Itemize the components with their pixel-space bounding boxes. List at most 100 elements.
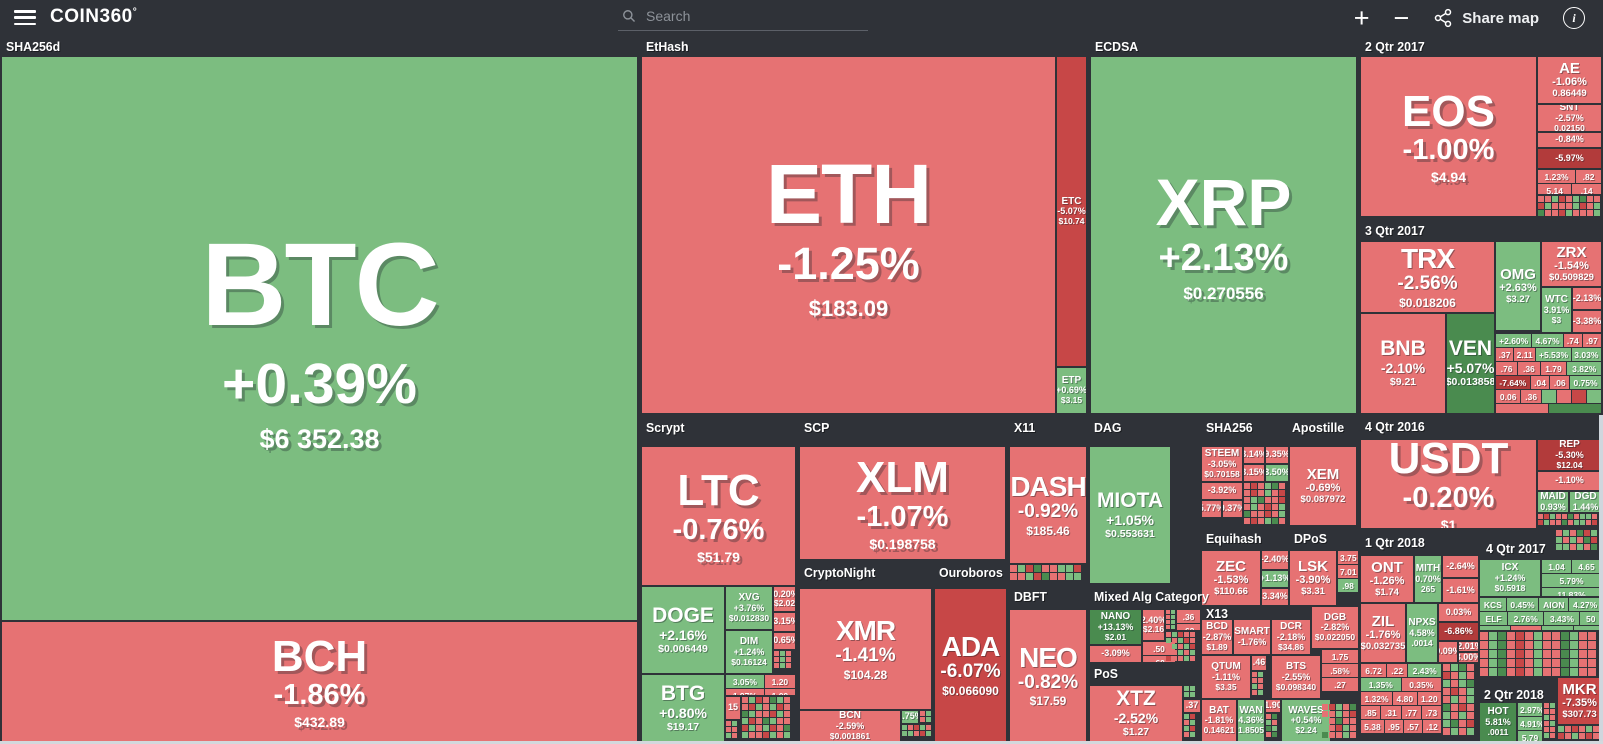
micro-tile[interactable]: 0.33% xyxy=(1511,626,1542,630)
micro-tile[interactable]: 3.34% xyxy=(1480,626,1511,630)
mosaic-tiles[interactable] xyxy=(1556,530,1601,554)
micro-tile[interactable]: 2.97% xyxy=(1518,703,1542,716)
micro-tile[interactable]: 7.01 xyxy=(1338,565,1358,578)
tile-qtum[interactable]: QTUM -1.11% $3.35 xyxy=(1202,656,1250,698)
tile-small[interactable]: -2.01% xyxy=(1459,642,1478,651)
tile-zec[interactable]: ZEC -1.53% $110.66 xyxy=(1202,551,1260,605)
tile-maid[interactable]: MAID 0.93% xyxy=(1538,492,1568,512)
micro-tile[interactable]: $1.08 xyxy=(1573,626,1601,630)
tile-small[interactable]: 15 xyxy=(726,697,740,719)
micro-tile[interactable]: 2.43% xyxy=(1408,664,1441,677)
micro-tile[interactable]: 1.20 xyxy=(1417,692,1441,705)
micro-tile[interactable]: .95 xyxy=(1384,720,1403,733)
micro-tile[interactable]: 2.11 xyxy=(1514,348,1536,361)
mosaic-tiles[interactable] xyxy=(1166,632,1200,662)
micro-tile[interactable] xyxy=(1542,390,1556,403)
tile-dcr[interactable]: DCR -2.18% $34.86 xyxy=(1272,620,1310,654)
micro-tile[interactable]: 1.97% xyxy=(726,689,764,695)
tile-btc[interactable]: BTC +0.39% $6 352.38 xyxy=(2,57,637,620)
tile-xrp[interactable]: XRP +2.13% $0.270556 xyxy=(1091,57,1356,413)
micro-tile[interactable]: .58% xyxy=(1322,664,1358,677)
mosaic-tiles[interactable] xyxy=(1184,686,1200,698)
tile-small[interactable]: -3.15% xyxy=(774,613,795,631)
micro-tile[interactable]: 3.43% xyxy=(1544,612,1580,625)
micro-tile[interactable]: 2.84% xyxy=(1542,626,1573,630)
app-logo[interactable]: COIN360° xyxy=(50,6,138,27)
search-input[interactable] xyxy=(644,7,868,25)
micro-tile[interactable]: .22 xyxy=(1387,664,1408,677)
tile-lsk[interactable]: LSK -3.90% $3.31 xyxy=(1290,551,1336,605)
micro-tile[interactable]: .06 xyxy=(1550,376,1570,389)
tile-bnb[interactable]: BNB -2.10% $9.21 xyxy=(1361,314,1445,413)
mosaic-tiles[interactable] xyxy=(1010,565,1086,583)
mosaic-tiles[interactable] xyxy=(1252,672,1266,698)
tile-ada[interactable]: ADA -6.07% $0.066090 xyxy=(935,589,1006,741)
micro-tile[interactable]: KCS xyxy=(1480,598,1506,611)
micro-tile[interactable]: .04 xyxy=(1530,376,1550,389)
tile-wtc[interactable]: WTC 3.91% $3 xyxy=(1542,288,1571,332)
tile-etc[interactable]: ETC -5.07% $10.74 xyxy=(1057,57,1086,366)
tile-small[interactable]: -3.09% xyxy=(1090,646,1141,662)
tile-bts[interactable]: BTS -2.55% $0.098340 xyxy=(1272,656,1320,698)
tile-snt[interactable]: SNT -2.57% 0.02150 xyxy=(1538,105,1601,131)
micro-tile[interactable]: .97 xyxy=(1582,334,1601,347)
tile-small[interactable]: -0.20%$2.02 xyxy=(774,587,795,611)
micro-tile[interactable]: 1.00 xyxy=(764,689,795,695)
micro-tile[interactable]: 11.83% xyxy=(1542,588,1601,596)
micro-tile[interactable]: 5.38 xyxy=(1361,720,1384,733)
micro-tile[interactable]: .85 xyxy=(1361,706,1381,719)
micro-tile[interactable]: 1.20 xyxy=(764,675,795,688)
mosaic-tiles[interactable] xyxy=(1322,704,1358,741)
tile-hot[interactable]: HOT 5.81% .0011 xyxy=(1480,703,1516,741)
tile-small[interactable]: -6.86% xyxy=(1439,623,1478,640)
tile-small[interactable]: -1.10% xyxy=(1538,472,1601,490)
micro-tile[interactable]: .27 xyxy=(1322,678,1358,691)
micro-tile[interactable]: 3.03% xyxy=(1571,348,1601,361)
tile-icx[interactable]: ICX +1.24% $0.5918 xyxy=(1480,560,1540,596)
mosaic-tiles[interactable] xyxy=(1244,483,1288,525)
tile-small[interactable]: 5.77% xyxy=(1202,501,1221,517)
tile-xem[interactable]: XEM -0.69% $0.087972 xyxy=(1290,447,1356,525)
tile-smart[interactable]: SMART -1.76% xyxy=(1234,620,1270,654)
tile-small[interactable]: -2.64% xyxy=(1443,556,1478,577)
micro-tile[interactable]: .60 xyxy=(1143,656,1175,662)
tile-ltc[interactable]: LTC -0.76% $51.79 xyxy=(642,447,795,585)
micro-tile[interactable] xyxy=(1549,404,1601,413)
tile-small[interactable]: -5.97% xyxy=(1538,149,1601,168)
tile-small[interactable]: 0.09% xyxy=(1439,642,1457,662)
tile-xtz[interactable]: XTZ -2.52% $1.27 xyxy=(1090,686,1182,741)
info-button[interactable]: i xyxy=(1563,7,1585,29)
micro-tile[interactable]: .57 xyxy=(1403,720,1422,733)
tile-btg[interactable]: BTG +0.80% $19.17 xyxy=(642,675,724,741)
micro-tile[interactable]: 1.32% xyxy=(1361,692,1393,705)
tile-npxs[interactable]: NPXS 4.58% .0014 xyxy=(1407,604,1437,662)
tile-small[interactable]: 3.14% xyxy=(1244,447,1264,463)
tile-nano[interactable]: NANO +13.13% $2.01 xyxy=(1090,610,1141,644)
tile-small[interactable]: 3.50% xyxy=(1266,465,1288,481)
micro-tile[interactable]: .14 xyxy=(1572,184,1601,194)
tile-bch[interactable]: BCH -1.86% $432.89 xyxy=(2,622,637,741)
tile-steem[interactable]: STEEM -3.05% $0.70158 xyxy=(1202,447,1242,481)
tile-usdt[interactable]: USDT -0.20% $1 xyxy=(1361,440,1536,528)
tile-dgb[interactable]: DGB -2.82% $0.022050 xyxy=(1312,607,1358,648)
micro-tile[interactable]: 4.80 xyxy=(1393,692,1417,705)
micro-tile[interactable]: .82 xyxy=(1576,170,1601,183)
zoom-in-button[interactable]: + xyxy=(1353,3,1370,33)
tile-small[interactable]: 9.37% xyxy=(1223,501,1242,517)
tile-small[interactable]: 2.40%$2.16 xyxy=(1143,610,1164,640)
mosaic-tiles[interactable] xyxy=(1538,196,1601,216)
tile-eth[interactable]: ETH -1.25% $183.09 xyxy=(642,57,1055,413)
micro-tile[interactable]: 4.65 xyxy=(1572,560,1601,573)
micro-tile[interactable]: 4.67% xyxy=(1532,334,1563,347)
micro-tile[interactable]: .62 xyxy=(1177,624,1200,630)
mosaic-tiles[interactable] xyxy=(1544,703,1556,741)
tile-small[interactable]: -2.13% xyxy=(1573,288,1601,309)
micro-tile[interactable]: .74 xyxy=(1563,334,1582,347)
micro-tile[interactable]: .76 xyxy=(1496,362,1518,375)
scrollbar-right[interactable] xyxy=(1599,415,1603,741)
tile-bat[interactable]: BAT -1.81% 0.14621 xyxy=(1202,700,1236,741)
tile-small[interactable]: 3.15% xyxy=(1244,465,1264,481)
micro-tile[interactable]: 1.04 xyxy=(1542,560,1571,573)
tile-xmr[interactable]: XMR -1.41% $104.28 xyxy=(800,589,931,709)
micro-tile[interactable]: 4.91% xyxy=(1518,717,1542,730)
